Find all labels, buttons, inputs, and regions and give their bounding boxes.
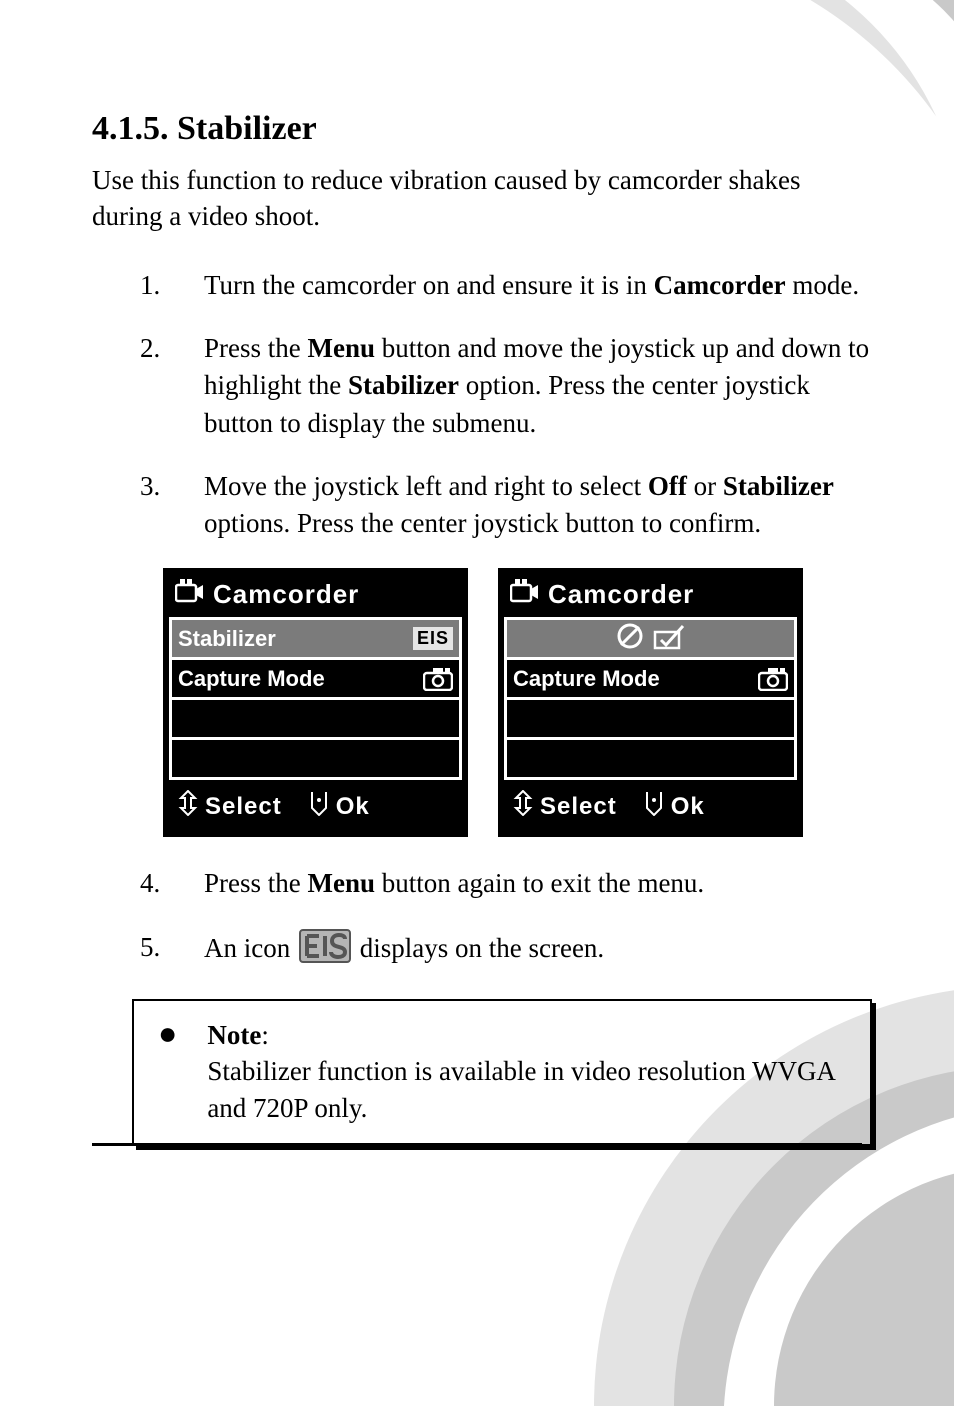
step-number: 2. [140, 330, 204, 442]
capture-mode-icon [758, 667, 788, 691]
step-2: 2. Press the Menu button and move the jo… [140, 330, 874, 442]
menu-row-stabilizer[interactable]: Stabilizer EIS [172, 620, 459, 660]
step-5: 5. An icon displays on the screen. [140, 929, 874, 973]
step-body: Move the joystick left and right to sele… [204, 468, 874, 543]
steps-list-continued: 4. Press the Menu button again to exit t… [92, 865, 874, 973]
screen-right: Camcorder Capture Mode [498, 568, 803, 837]
device-screens: Camcorder Stabilizer EIS Capture Mode [92, 568, 874, 837]
step-4: 4. Press the Menu button again to exit t… [140, 865, 874, 902]
menu-row-empty [507, 700, 794, 740]
screen-footer: Select Ok [169, 780, 462, 827]
step-body: Press the Menu button and move the joyst… [204, 330, 874, 442]
off-option-icon [615, 622, 645, 656]
step-number: 4. [140, 865, 204, 902]
bullet-icon: ● [158, 1017, 177, 1126]
step-body: An icon displays on the screen. [204, 929, 874, 973]
note-box: ● Note: Stabilizer function is available… [132, 999, 872, 1146]
joystick-press-icon [308, 790, 330, 823]
section-heading: 4.1.5. Stabilizer [92, 110, 874, 148]
step-number: 1. [140, 267, 204, 304]
step-number: 3. [140, 468, 204, 543]
stabilizer-check-icon [653, 622, 687, 656]
footer-select: Select [177, 790, 282, 823]
screen-header-text: Camcorder [213, 579, 359, 610]
menu-row-label: Capture Mode [178, 666, 325, 692]
step-1: 1. Turn the camcorder on and ensure it i… [140, 267, 874, 304]
joystick-updown-icon [512, 790, 534, 823]
note-label: Note [207, 1020, 261, 1050]
step-number: 5. [140, 929, 204, 973]
eis-badge: EIS [413, 627, 453, 650]
screen-header-text: Camcorder [548, 579, 694, 610]
step-3: 3. Move the joystick left and right to s… [140, 468, 874, 543]
option-icons [513, 622, 788, 656]
page-content: 4.1.5. Stabilizer Use this function to r… [0, 0, 954, 1186]
menu-row-empty [172, 740, 459, 780]
step-body: Press the Menu button again to exit the … [204, 865, 874, 902]
screen-header: Camcorder [504, 574, 797, 617]
menu-row-label: Stabilizer [178, 626, 276, 652]
note-body: Note: Stabilizer function is available i… [207, 1017, 846, 1126]
menu-row-options[interactable] [507, 620, 794, 660]
capture-mode-icon [423, 667, 453, 691]
camcorder-icon [175, 578, 205, 611]
note-text: Stabilizer function is available in vide… [207, 1056, 834, 1122]
eis-icon [299, 929, 351, 973]
menu-row-empty [507, 740, 794, 780]
menu-list: Stabilizer EIS Capture Mode [169, 617, 462, 780]
footer-select: Select [512, 790, 617, 823]
camcorder-icon [510, 578, 540, 611]
menu-list: Capture Mode [504, 617, 797, 780]
footer-ok: Ok [308, 790, 370, 823]
steps-list: 1. Turn the camcorder on and ensure it i… [92, 267, 874, 543]
menu-row-empty [172, 700, 459, 740]
step-body: Turn the camcorder on and ensure it is i… [204, 267, 874, 304]
section-title-text: Stabilizer [177, 110, 317, 147]
footer-ok: Ok [643, 790, 705, 823]
footer-rule [92, 1143, 862, 1146]
menu-row-capture-mode[interactable]: Capture Mode [507, 660, 794, 700]
screen-footer: Select Ok [504, 780, 797, 827]
screen-left: Camcorder Stabilizer EIS Capture Mode [163, 568, 468, 837]
joystick-updown-icon [177, 790, 199, 823]
menu-row-capture-mode[interactable]: Capture Mode [172, 660, 459, 700]
screen-header: Camcorder [169, 574, 462, 617]
section-number: 4.1.5. [92, 110, 169, 147]
joystick-press-icon [643, 790, 665, 823]
intro-paragraph: Use this function to reduce vibration ca… [92, 162, 874, 235]
menu-row-label: Capture Mode [513, 666, 660, 692]
